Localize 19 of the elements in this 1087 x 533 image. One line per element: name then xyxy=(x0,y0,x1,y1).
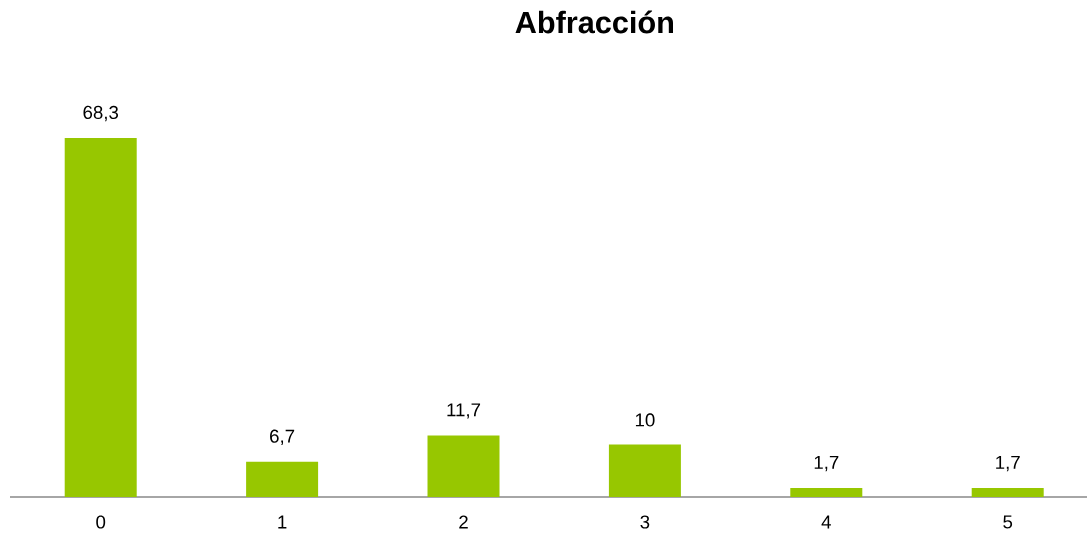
bar xyxy=(790,488,863,497)
bar xyxy=(64,138,137,497)
x-tick-label: 5 xyxy=(1003,515,1013,529)
data-label: 6,7 xyxy=(270,429,295,445)
data-label: 10 xyxy=(635,413,655,427)
bar xyxy=(246,461,319,497)
data-label: 1,7 xyxy=(996,455,1020,472)
x-tick-label: 0 xyxy=(96,515,106,529)
x-tick-label: 2 xyxy=(459,515,468,529)
chart-title: Abfracción xyxy=(515,10,673,34)
data-label: 68,3 xyxy=(83,105,119,122)
bar xyxy=(971,488,1044,497)
x-tick-label: 4 xyxy=(821,515,831,529)
data-label: 1,7 xyxy=(814,455,839,472)
data-label: 11,7 xyxy=(447,403,481,419)
x-tick-label: 3 xyxy=(640,515,650,529)
bar xyxy=(608,444,681,497)
x-tick-label: 1 xyxy=(278,515,287,529)
bar xyxy=(427,435,500,497)
